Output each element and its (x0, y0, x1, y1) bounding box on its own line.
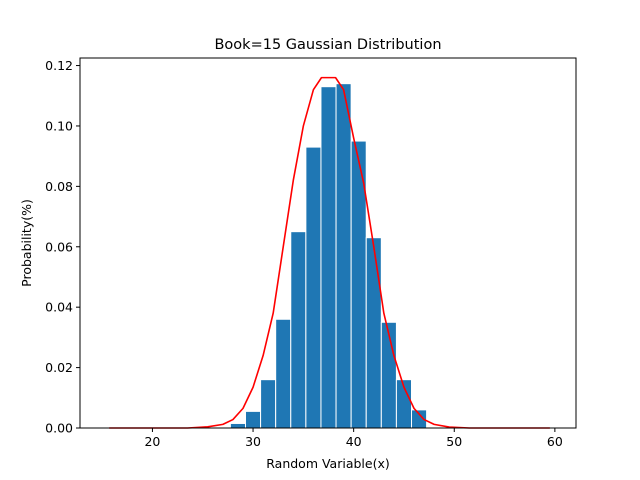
plot-frame (79, 57, 577, 429)
y-tick-label: 0.06 (45, 239, 73, 254)
y-tick-label: 0.08 (45, 179, 73, 194)
x-tick-label: 20 (144, 434, 160, 449)
gaussian-curve (109, 76, 550, 429)
x-axis-ticks: 20 30 40 50 60 (144, 428, 563, 449)
bar (229, 422, 247, 429)
y-tick-label: 0.10 (45, 118, 73, 133)
y-tick-label: 0.00 (45, 421, 73, 436)
bar (305, 146, 322, 429)
x-tick-label: 30 (245, 434, 261, 449)
x-tick-label: 50 (446, 434, 462, 449)
y-tick-label: 0.02 (45, 360, 73, 375)
curve-group (109, 76, 550, 429)
y-axis-ticks: 0.00 0.02 0.04 0.06 0.08 0.10 0.12 (45, 58, 80, 436)
y-tick-label: 0.04 (45, 300, 73, 315)
bar (335, 83, 352, 429)
x-tick-label: 60 (547, 434, 563, 449)
bar-group (229, 83, 428, 429)
bar (365, 237, 382, 429)
bar (290, 231, 307, 429)
bar (275, 318, 292, 429)
x-axis-label: Random Variable(x) (266, 456, 390, 471)
x-tick-label: 40 (346, 434, 362, 449)
chart-title: Book=15 Gaussian Distribution (214, 37, 441, 53)
bar (380, 321, 397, 429)
y-axis-label: Probability(%) (19, 199, 34, 287)
y-tick-label: 0.12 (45, 58, 73, 73)
bar (245, 410, 262, 429)
bar (320, 86, 337, 429)
bar (260, 379, 277, 429)
